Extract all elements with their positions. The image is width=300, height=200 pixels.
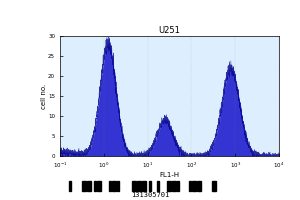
- Bar: [157, 181, 159, 191]
- Bar: [134, 181, 136, 191]
- Bar: [99, 181, 101, 191]
- Bar: [137, 181, 141, 191]
- Bar: [117, 181, 119, 191]
- Bar: [214, 181, 216, 191]
- X-axis label: FL1-H: FL1-H: [159, 172, 180, 178]
- Text: 131305701: 131305701: [131, 192, 169, 198]
- Title: U251: U251: [159, 26, 180, 35]
- Bar: [132, 181, 134, 191]
- Bar: [167, 181, 171, 191]
- Bar: [197, 181, 199, 191]
- Bar: [94, 181, 96, 191]
- Bar: [172, 181, 176, 191]
- Bar: [177, 181, 179, 191]
- Bar: [192, 181, 194, 191]
- Bar: [212, 181, 214, 191]
- Bar: [87, 181, 91, 191]
- Bar: [84, 181, 86, 191]
- Bar: [82, 181, 84, 191]
- Bar: [199, 181, 201, 191]
- Bar: [189, 181, 191, 191]
- Bar: [97, 181, 99, 191]
- Bar: [69, 181, 71, 191]
- Bar: [112, 181, 116, 191]
- Bar: [194, 181, 196, 191]
- Bar: [149, 181, 152, 191]
- Bar: [109, 181, 111, 191]
- Bar: [142, 181, 146, 191]
- Y-axis label: cell no.: cell no.: [41, 83, 47, 109]
